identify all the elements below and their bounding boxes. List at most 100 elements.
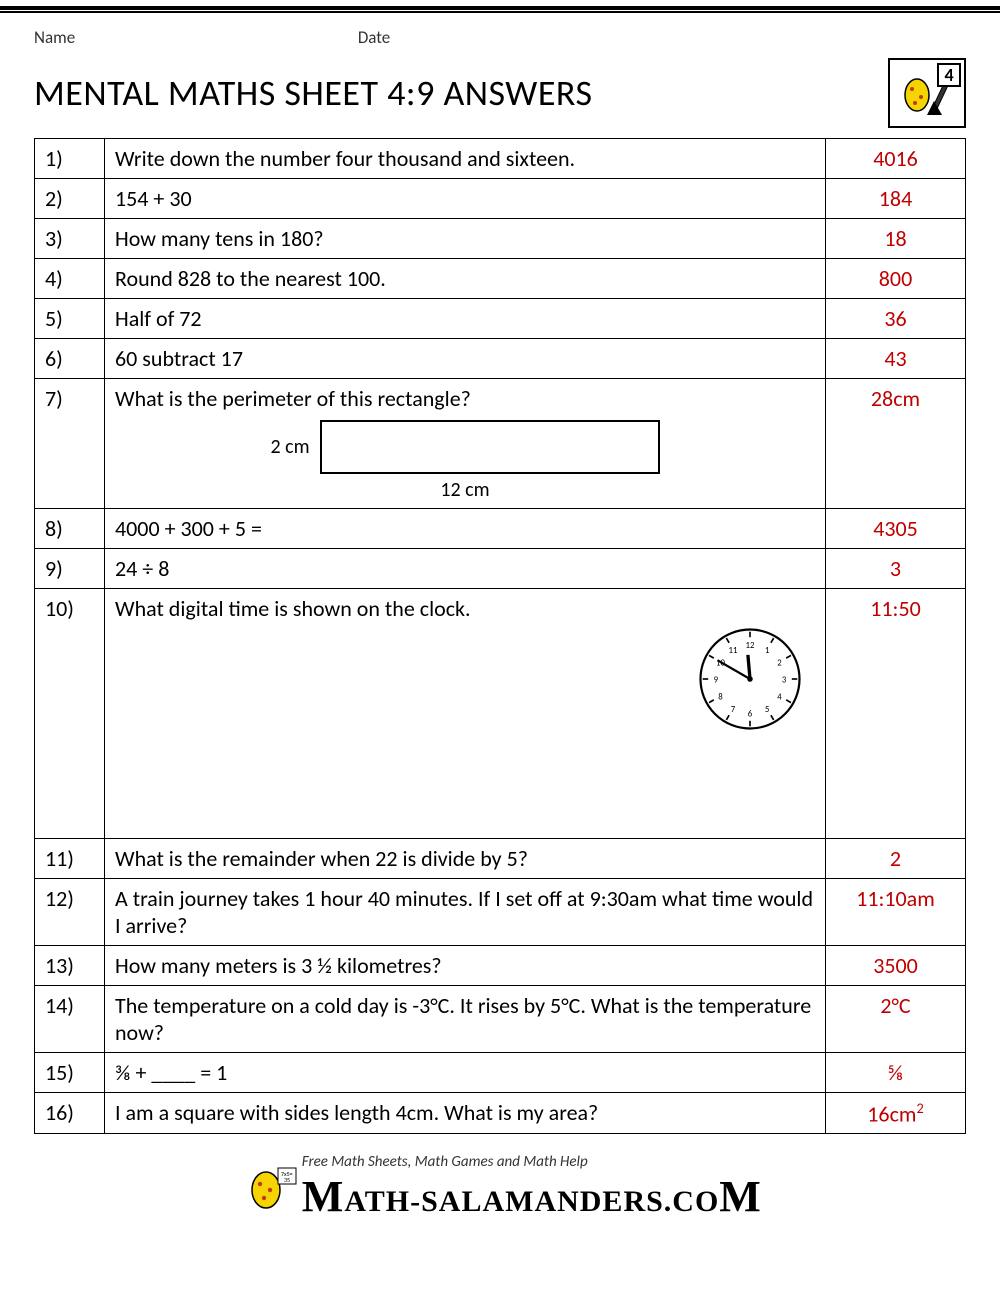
rectangle-box — [320, 420, 660, 474]
question-text: How many meters is 3 ½ kilometres? — [115, 952, 815, 979]
question-text: Half of 72 — [115, 305, 815, 332]
answer-cell: 4305 — [826, 509, 966, 549]
question-text: 4000 + 300 + 5 = — [115, 515, 815, 542]
row-number: 11) — [35, 839, 105, 879]
date-label: Date — [358, 27, 390, 48]
question-text: 24 ÷ 8 — [115, 555, 815, 582]
meta-line: Name Date — [34, 27, 966, 48]
footer-brand: MATH-SALAMANDERS.COM — [302, 1185, 762, 1218]
question-cell: How many meters is 3 ½ kilometres? — [105, 946, 826, 986]
question-cell: I am a square with sides length 4cm. Wha… — [105, 1093, 826, 1134]
question-text: ⅜ + ____ = 1 — [115, 1059, 815, 1086]
table-row: 16) I am a square with sides length 4cm. … — [35, 1093, 966, 1134]
answer-cell: 2°C — [826, 986, 966, 1053]
row-number: 14) — [35, 986, 105, 1053]
row-number: 16) — [35, 1093, 105, 1134]
question-cell: ⅜ + ____ = 1 — [105, 1053, 826, 1093]
question-cell: Write down the number four thousand and … — [105, 139, 826, 179]
row-number: 6) — [35, 339, 105, 379]
table-row: 7)What is the perimeter of this rectangl… — [35, 379, 966, 509]
table-row: 1) Write down the number four thousand an… — [35, 139, 966, 179]
rectangle-bottom-label: 12 cm — [115, 478, 815, 502]
svg-text:3: 3 — [782, 675, 787, 685]
question-text: I am a square with sides length 4cm. Wha… — [115, 1099, 815, 1126]
svg-text:11: 11 — [728, 646, 737, 656]
table-row: 6) 60 subtract 17 43 — [35, 339, 966, 379]
svg-text:9: 9 — [714, 675, 719, 685]
row-number: 1) — [35, 139, 105, 179]
row-number: 13) — [35, 946, 105, 986]
table-row: 8) 4000 + 300 + 5 = 4305 — [35, 509, 966, 549]
svg-text:2: 2 — [777, 658, 782, 668]
answer-cell: 43 — [826, 339, 966, 379]
table-row: 15) ⅜ + ____ = 1 ⅝ — [35, 1053, 966, 1093]
table-row: 12)A train journey takes 1 hour 40 minut… — [35, 879, 966, 946]
page-title: MENTAL MATHS SHEET 4:9 ANSWERS — [34, 71, 593, 115]
question-cell: 24 ÷ 8 — [105, 549, 826, 589]
question-cell: Round 828 to the nearest 100. — [105, 259, 826, 299]
page-rule-thin — [0, 11, 1000, 13]
table-row: 2) 154 + 30 184 — [35, 179, 966, 219]
row-number: 8) — [35, 509, 105, 549]
svg-text:6: 6 — [748, 709, 753, 719]
footer-salamander-icon: 7x5= 35 — [238, 1162, 298, 1212]
svg-text:1: 1 — [765, 646, 770, 656]
question-cell: 154 + 30 — [105, 179, 826, 219]
row-number: 15) — [35, 1053, 105, 1093]
rectangle-side-label: 2 cm — [270, 435, 309, 459]
answer-cell: 28cm — [826, 379, 966, 509]
question-cell: 4000 + 300 + 5 = — [105, 509, 826, 549]
answer-cell: 3500 — [826, 946, 966, 986]
answer-cell: 11:50 — [826, 589, 966, 839]
row-number: 9) — [35, 549, 105, 589]
clock-diagram: 121234567891011 — [695, 624, 805, 740]
grade-badge: 4 — [888, 58, 966, 128]
name-label: Name — [34, 27, 354, 48]
worksheet-page: Name Date MENTAL MATHS SHEET 4:9 ANSWERS… — [0, 27, 1000, 1242]
row-number: 5) — [35, 299, 105, 339]
row-number: 4) — [35, 259, 105, 299]
question-text: How many tens in 180? — [115, 225, 815, 252]
answer-cell: 16cm2 — [826, 1093, 966, 1134]
question-cell: What digital time is shown on the clock.… — [105, 589, 826, 839]
svg-text:7: 7 — [731, 705, 736, 715]
question-text: What digital time is shown on the clock. — [115, 595, 815, 622]
question-cell: What is the perimeter of this rectangle?… — [105, 379, 826, 509]
answer-cell: ⅝ — [826, 1053, 966, 1093]
table-row: 5)Half of 7236 — [35, 299, 966, 339]
row-number: 3) — [35, 219, 105, 259]
question-cell: What is the remainder when 22 is divide … — [105, 839, 826, 879]
table-row: 14)The temperature on a cold day is -3°C… — [35, 986, 966, 1053]
grade-number: 4 — [937, 63, 961, 87]
question-text: Write down the number four thousand and … — [115, 145, 815, 172]
answer-cell: 2 — [826, 839, 966, 879]
question-text: What is the perimeter of this rectangle? — [115, 385, 815, 412]
question-text: The temperature on a cold day is -3°C. I… — [115, 992, 815, 1046]
table-row: 3)How many tens in 180?18 — [35, 219, 966, 259]
row-number: 7) — [35, 379, 105, 509]
question-text: What is the remainder when 22 is divide … — [115, 845, 815, 872]
answer-cell: 800 — [826, 259, 966, 299]
svg-text:5: 5 — [765, 705, 769, 715]
questions-table: 1) Write down the number four thousand an… — [34, 138, 966, 1134]
rectangle-diagram: 2 cm — [115, 420, 815, 474]
svg-text:4: 4 — [777, 692, 782, 702]
table-row: 11) What is the remainder when 22 is divi… — [35, 839, 966, 879]
svg-text:8: 8 — [718, 692, 723, 702]
question-cell: 60 subtract 17 — [105, 339, 826, 379]
footer: 7x5= 35 Free Math Sheets, Math Games and… — [34, 1152, 966, 1222]
svg-text:12: 12 — [746, 641, 755, 651]
table-row: 9) 24 ÷ 8 3 — [35, 549, 966, 589]
answer-cell: 184 — [826, 179, 966, 219]
row-number: 10) — [35, 589, 105, 839]
table-row: 10)What digital time is shown on the clo… — [35, 589, 966, 839]
row-number: 2) — [35, 179, 105, 219]
footer-tagline: Free Math Sheets, Math Games and Math He… — [302, 1153, 588, 1171]
svg-text:35: 35 — [284, 1176, 290, 1184]
question-text: Round 828 to the nearest 100. — [115, 265, 815, 292]
answer-cell: 4016 — [826, 139, 966, 179]
question-text: 60 subtract 17 — [115, 345, 815, 372]
row-number: 12) — [35, 879, 105, 946]
answer-cell: 3 — [826, 549, 966, 589]
question-text: 154 + 30 — [115, 185, 815, 212]
